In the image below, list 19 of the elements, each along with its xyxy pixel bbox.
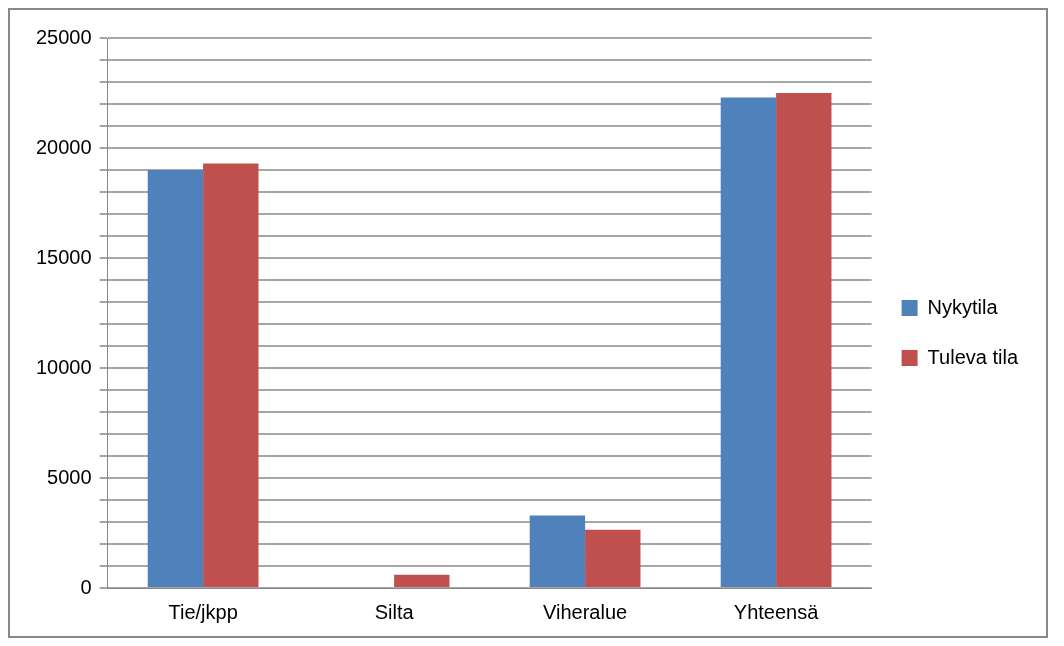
bar	[776, 93, 832, 587]
y-tick-label: 10000	[35, 355, 92, 378]
bar	[585, 529, 641, 587]
bar	[529, 515, 586, 587]
x-tick-label: Viheralue	[543, 600, 628, 623]
bar	[147, 170, 204, 587]
x-tick-label: Tie/jkpp	[168, 600, 238, 623]
x-tick-label: Yhteensä	[733, 600, 820, 623]
legend-label: Nykytila	[927, 295, 999, 318]
bar	[394, 574, 450, 587]
y-tick-label: 5000	[47, 465, 92, 488]
legend-label: Tuleva tila	[927, 345, 1019, 368]
y-tick-label: 20000	[35, 135, 92, 158]
bar	[720, 97, 777, 587]
x-tick-label: Silta	[374, 600, 415, 623]
y-tick-label: 25000	[35, 25, 92, 48]
y-tick-label: 0	[80, 575, 92, 598]
y-tick-label: 15000	[35, 245, 92, 268]
bar	[203, 163, 259, 587]
